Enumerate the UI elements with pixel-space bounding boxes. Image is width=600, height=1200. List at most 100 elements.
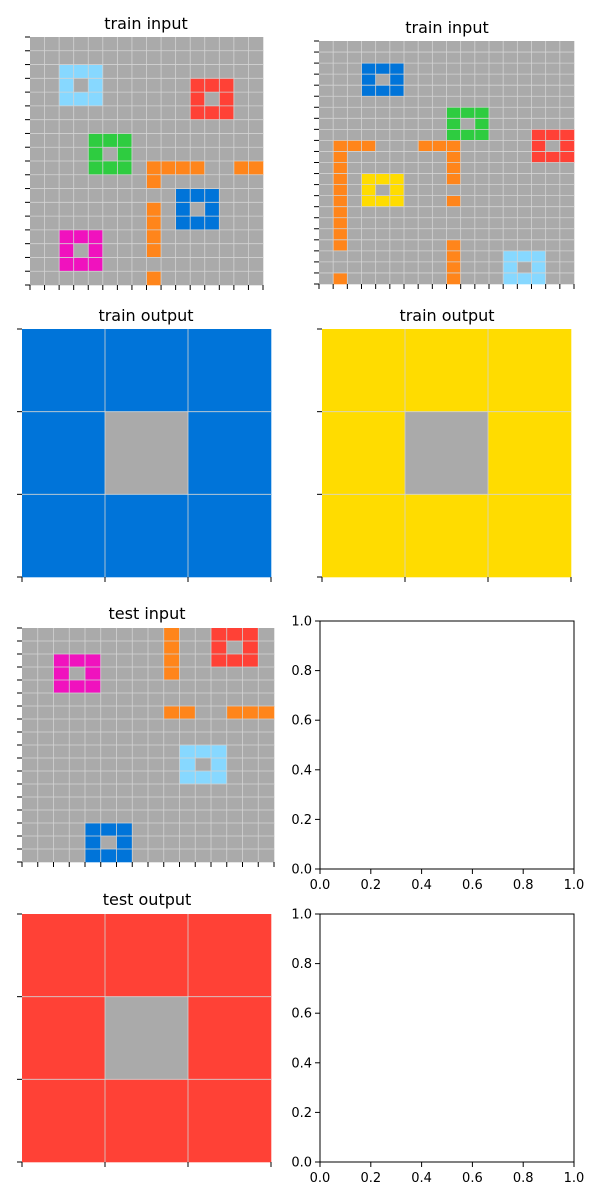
grid-cell: [474, 195, 490, 207]
grid-cell: [375, 162, 391, 174]
grid-cell: [474, 151, 490, 163]
grid-cell: [73, 202, 89, 217]
grid-cell: [242, 836, 259, 850]
grid-cell: [179, 667, 196, 681]
grid-cell: [179, 693, 196, 707]
grid-cell: [404, 206, 419, 219]
grid-cell: [44, 161, 60, 176]
grid-cell: [559, 63, 575, 75]
grid-cell: [117, 64, 133, 79]
grid-cell: [375, 261, 391, 274]
grid-cell: [488, 494, 572, 578]
grid-cell: [219, 243, 235, 258]
grid-cell: [474, 63, 490, 75]
grid-cell: [545, 52, 561, 64]
grid-cell: [517, 272, 532, 285]
grid-cell: [175, 257, 191, 272]
grid-cell: [117, 105, 133, 120]
grid-cell: [161, 37, 176, 52]
grid-cell: [531, 96, 546, 108]
grid-cell: [116, 836, 133, 850]
grid-cell: [389, 272, 405, 285]
grid-cell: [375, 96, 391, 108]
grid-cell: [73, 50, 89, 65]
grid-cell: [361, 217, 376, 230]
grid-cell: [102, 50, 118, 65]
grid-cell: [30, 50, 45, 65]
grid-cell: [389, 63, 405, 75]
grid-cell: [102, 105, 118, 120]
grid-cell: [503, 96, 518, 108]
grid-cell: [333, 140, 348, 152]
grid-cell: [161, 92, 176, 107]
grid-cell: [161, 147, 176, 162]
grid-cell: [375, 151, 391, 163]
grid-cell: [190, 188, 206, 203]
grid-cell: [100, 836, 117, 850]
grid-cell: [22, 996, 106, 1080]
grid-cell: [195, 693, 212, 707]
grid-cell: [105, 411, 189, 495]
grid-cell: [131, 257, 147, 272]
grid-cell: [44, 105, 60, 120]
grid-cell: [102, 243, 118, 258]
test-output-grid: [17, 913, 272, 1167]
grid-cell: [88, 216, 104, 231]
grid-cell: [559, 129, 575, 141]
grid-cell: [404, 41, 419, 53]
grid-cell: [44, 64, 60, 79]
grid-cell: [44, 78, 60, 93]
grid-cell: [175, 271, 191, 286]
grid-cell: [148, 849, 165, 863]
grid-cell: [219, 257, 235, 272]
grid-cell: [347, 96, 362, 108]
grid-cell: [489, 162, 504, 174]
grid-cell: [190, 78, 206, 93]
grid-cell: [85, 667, 102, 681]
grid-cell: [69, 706, 86, 720]
grid-cell: [418, 129, 433, 141]
grid-cell: [175, 202, 191, 217]
grid-cell: [503, 85, 518, 97]
grid-cell: [37, 732, 54, 746]
grid-cell: [37, 849, 54, 863]
grid-cell: [531, 272, 546, 285]
grid-cell: [319, 173, 334, 185]
grid-cell: [460, 184, 476, 196]
grid-cell: [88, 161, 104, 176]
grid-cell: [53, 628, 70, 642]
grid-cell: [545, 184, 561, 196]
grid-cell: [405, 329, 489, 412]
grid-cell: [488, 411, 572, 495]
grid-cell: [102, 147, 118, 162]
grid-cell: [559, 250, 575, 263]
grid-cell: [37, 706, 54, 720]
grid-cell: [219, 271, 235, 286]
grid-cell: [30, 161, 45, 176]
grid-cell: [319, 41, 334, 53]
grid-cell: [146, 188, 162, 203]
grid-cell: [517, 162, 532, 174]
grid-cell: [69, 654, 86, 668]
grid-cell: [517, 129, 532, 141]
grid-cell: [211, 732, 228, 746]
grid-cell: [161, 216, 176, 231]
grid-cell: [116, 719, 133, 733]
grid-cell: [73, 216, 89, 231]
grid-cell: [242, 771, 259, 785]
grid-cell: [211, 628, 228, 642]
grid-cell: [322, 494, 406, 578]
grid-cell: [69, 628, 86, 642]
grid-cell: [545, 195, 561, 207]
grid-cell: [333, 217, 348, 230]
grid-cell: [258, 719, 275, 733]
grid-cell: [131, 174, 147, 189]
grid-cell: [179, 745, 196, 759]
grid-cell: [389, 195, 405, 207]
grid-cell: [53, 719, 70, 733]
grid-cell: [489, 228, 504, 241]
grid-cell: [242, 784, 259, 798]
grid-cell: [333, 107, 348, 119]
grid-cell: [460, 118, 476, 130]
grid-cell: [116, 654, 133, 668]
